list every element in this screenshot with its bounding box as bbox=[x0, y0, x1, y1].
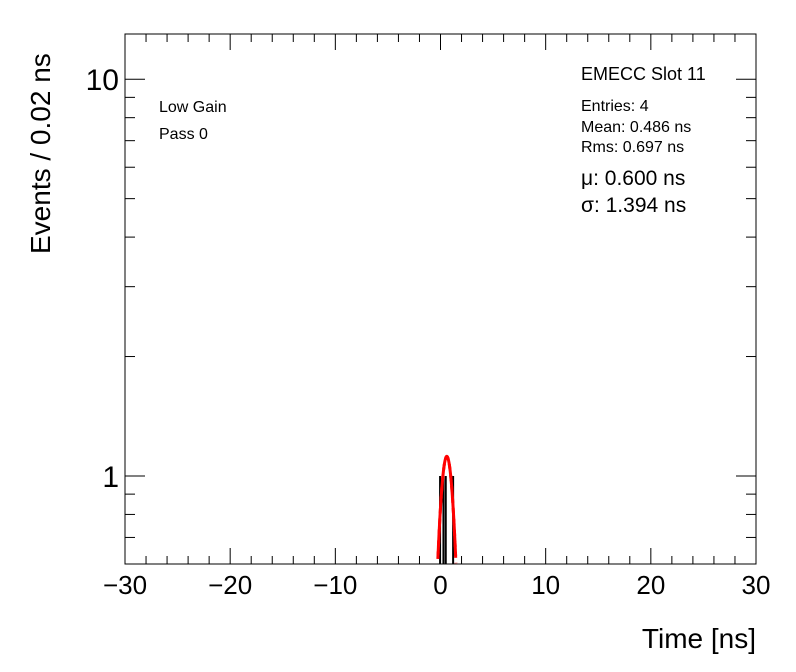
gain-label: Low Gain bbox=[159, 99, 227, 116]
y-tick-label: 10 bbox=[86, 64, 119, 97]
x-tick-label: 30 bbox=[742, 570, 771, 600]
pass-label: Pass 0 bbox=[159, 126, 208, 143]
x-tick-label: −20 bbox=[208, 570, 252, 600]
x-tick-label: 10 bbox=[531, 570, 560, 600]
stats-entries: Entries: 4 bbox=[581, 98, 649, 115]
x-tick-label: 0 bbox=[433, 570, 447, 600]
x-tick-label: 20 bbox=[636, 570, 665, 600]
x-tick-label: −30 bbox=[103, 570, 147, 600]
axis-ticks bbox=[124, 34, 757, 565]
chart-title: EMECC Slot 11 bbox=[581, 64, 706, 84]
y-tick-label: 1 bbox=[102, 461, 119, 494]
stats-mean: Mean: 0.486 ns bbox=[581, 119, 692, 136]
fit-curve bbox=[436, 454, 458, 564]
x-axis-label: Time [ns] bbox=[642, 623, 756, 654]
x-tick-label: −10 bbox=[313, 570, 357, 600]
stats-rms: Rms: 0.697 ns bbox=[581, 139, 685, 156]
fit-curve-solid bbox=[436, 454, 458, 560]
y-axis-label: Events / 0.02 ns bbox=[25, 53, 56, 254]
tick-labels: −30 −20 −10 0 10 20 30 1 10 bbox=[86, 64, 771, 600]
stats-sigma: σ: 1.394 ns bbox=[581, 194, 687, 217]
stats-mu: μ: 0.600 ns bbox=[581, 167, 686, 190]
